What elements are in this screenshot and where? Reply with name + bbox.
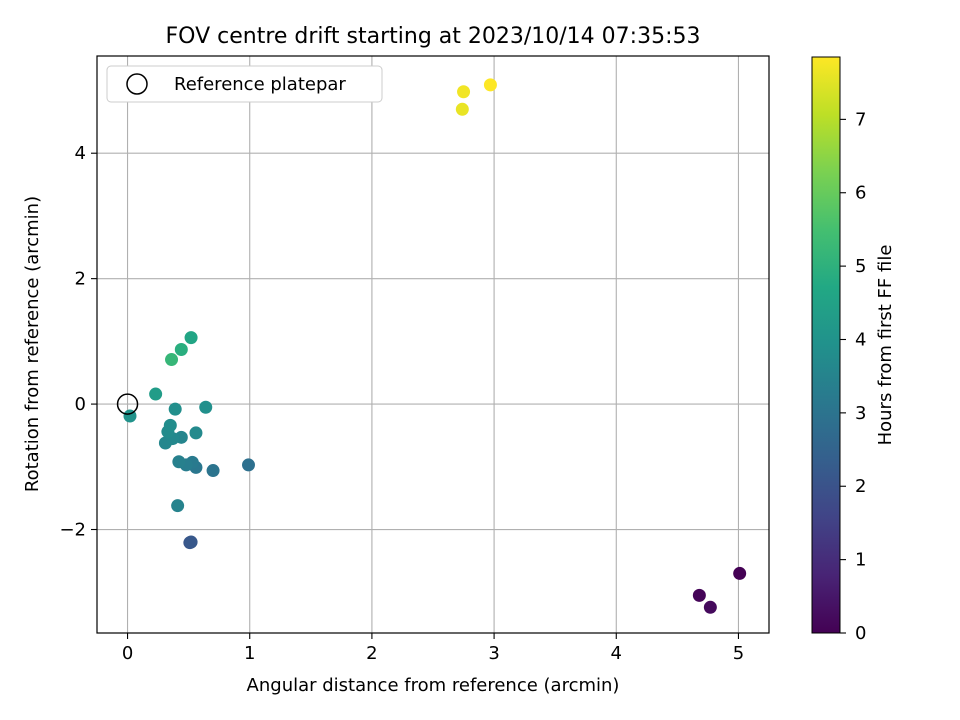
data-point [455,102,469,116]
colorbar-tick-label: 3 [855,403,866,424]
data-point [199,400,213,414]
x-tick-label: 1 [244,643,255,664]
y-tick-label: 2 [75,269,86,290]
x-tick-label: 4 [611,643,622,664]
colorbar-ticks: 0 1 2 3 4 5 6 7 [840,109,866,644]
legend-box [106,65,383,103]
colorbar-tick-label: 5 [855,256,866,277]
colorbar-tick-label: 7 [855,109,866,130]
y-tick-label: 4 [75,143,86,164]
plot-frame [96,55,770,634]
data-point [206,464,220,478]
data-point [163,418,177,432]
x-axis-label: Angular distance from reference (arcmin) [247,675,620,696]
reference-point-group [116,393,139,415]
colorbar-label: Hours from first FF file [875,245,896,446]
colorbar-tick-label: 0 [855,623,866,644]
x-tick-label: 2 [366,643,377,664]
x-axis-ticks: 0 1 2 3 4 5 [122,633,744,664]
y-axis-ticks: −2 0 2 4 [59,143,97,541]
data-point [165,353,179,367]
data-point [483,78,497,92]
reference-platepar-marker [116,393,139,415]
colorbar: 0 1 2 3 4 5 6 7 Hours from first FF file [811,56,896,644]
x-tick-label: 5 [733,643,744,664]
y-tick-label: 0 [75,394,86,415]
y-axis-label: Rotation from reference (arcmin) [22,196,43,492]
data-point [733,566,747,580]
legend: Reference platepar [106,65,383,103]
data-point [168,402,182,416]
data-point [184,535,198,549]
data-point [184,331,198,345]
colorbar-tick-label: 6 [855,183,866,204]
data-point [149,387,163,401]
legend-marker-open-circle [126,73,148,95]
colorbar-tick-label: 4 [855,329,866,350]
data-points [123,78,747,614]
legend-label: Reference platepar [174,74,346,95]
data-point [172,455,186,469]
chart-title: FOV centre drift starting at 2023/10/14 … [166,24,701,49]
data-point [189,426,203,440]
data-point [174,343,188,357]
data-point [457,85,471,99]
x-tick-label: 0 [122,643,133,664]
data-point [242,458,256,472]
data-point [171,499,185,513]
data-point [703,600,717,614]
data-point [692,588,706,602]
grid-lines [97,56,769,633]
colorbar-gradient [811,56,841,634]
x-tick-label: 3 [488,643,499,664]
colorbar-tick-label: 1 [855,550,866,571]
colorbar-tick-label: 2 [855,476,866,497]
y-tick-label: −2 [59,520,86,541]
